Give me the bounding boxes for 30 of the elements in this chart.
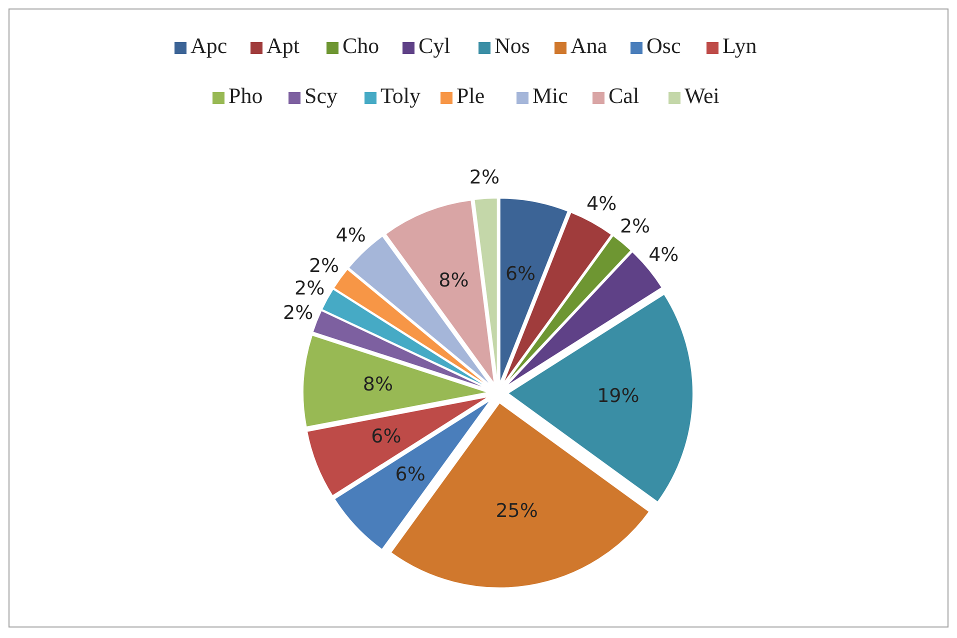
data-label: 6% xyxy=(395,464,426,486)
legend-label: Pho xyxy=(228,83,263,108)
legend-label: Mic xyxy=(532,83,568,108)
legend-label: Cal xyxy=(608,83,640,108)
data-label: 4% xyxy=(336,224,366,246)
legend-label: Lyn xyxy=(722,33,757,58)
legend-label: Toly xyxy=(380,83,421,108)
legend-label: Ple xyxy=(456,83,485,108)
data-label: 4% xyxy=(586,192,617,215)
data-label: 6% xyxy=(371,425,402,448)
legend-label: Apt xyxy=(266,33,300,58)
legend-label: Nos xyxy=(494,33,530,58)
legend-label: Scy xyxy=(304,83,338,108)
data-label: 2% xyxy=(294,278,325,300)
legend-label: Cho xyxy=(342,33,380,58)
legend-label: Osc xyxy=(646,33,681,58)
data-label: 4% xyxy=(648,244,679,266)
legend-label: Ana xyxy=(570,33,608,58)
data-label: 25% xyxy=(496,500,538,522)
data-label: 8% xyxy=(362,374,394,396)
legend-label: Wei xyxy=(684,83,720,108)
data-label: 2% xyxy=(469,166,500,189)
data-label: 2% xyxy=(283,302,314,324)
data-label: 19% xyxy=(597,384,640,407)
data-label: 2% xyxy=(620,216,650,238)
data-label: 8% xyxy=(438,269,469,292)
data-label: 6% xyxy=(505,263,536,286)
legend-label: Cyl xyxy=(418,33,450,58)
data-label: 2% xyxy=(308,254,340,277)
legend-label: Apc xyxy=(190,33,228,58)
